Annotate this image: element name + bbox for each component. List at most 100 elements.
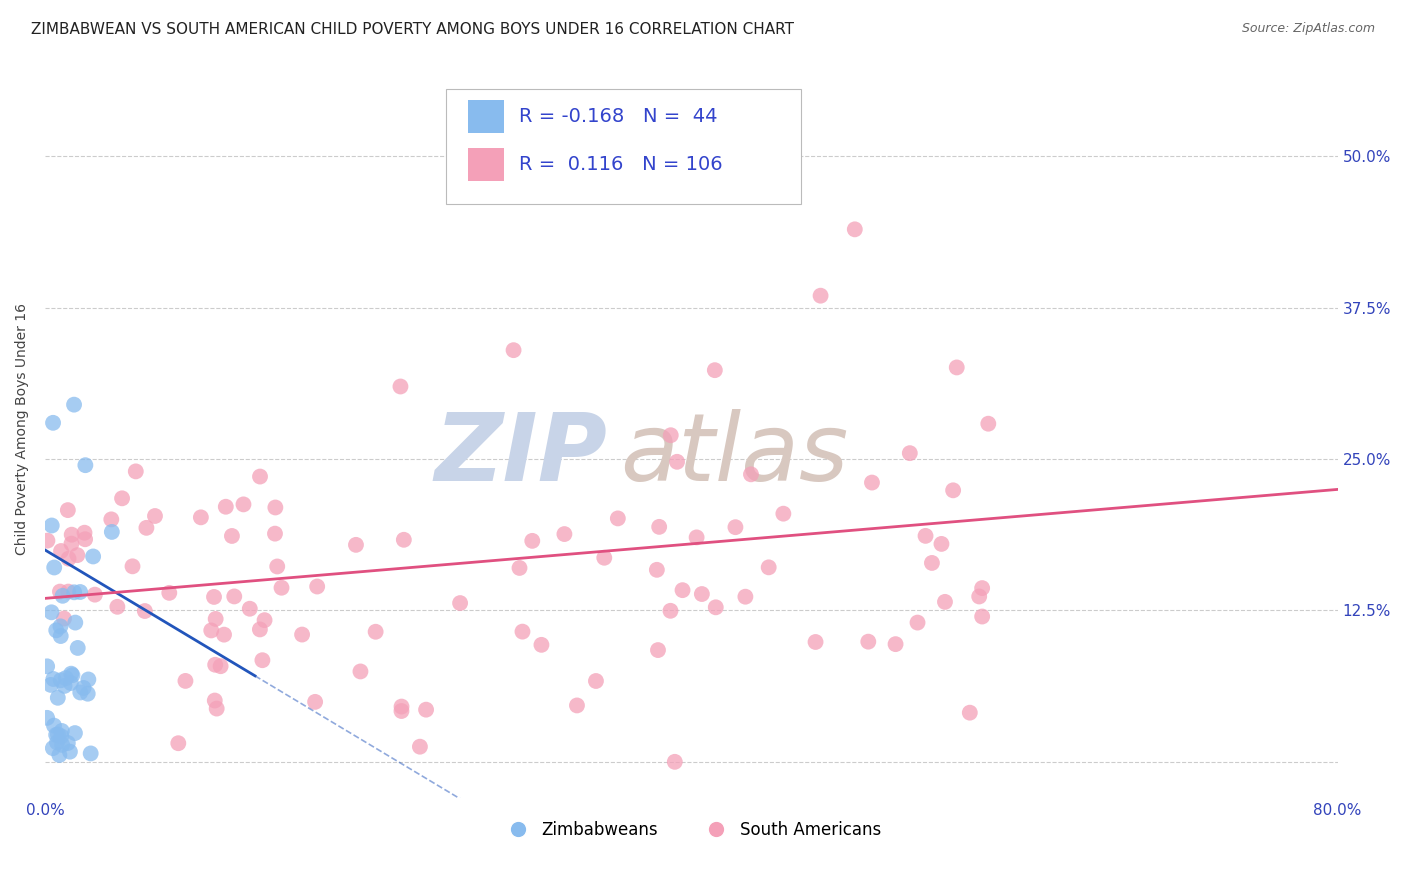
South Americans — [553, 527, 575, 541]
FancyBboxPatch shape — [468, 100, 503, 134]
South Americans — [931, 537, 953, 551]
South Americans — [209, 659, 232, 673]
South Americans — [860, 475, 883, 490]
South Americans — [704, 600, 727, 615]
South Americans — [49, 544, 72, 558]
Zimbabweans — [37, 659, 59, 673]
South Americans — [215, 500, 238, 514]
South Americans — [758, 560, 780, 574]
South Americans — [972, 609, 994, 624]
South Americans — [134, 604, 156, 618]
South Americans — [105, 599, 128, 614]
South Americans — [121, 559, 143, 574]
Zimbabweans — [48, 747, 70, 762]
South Americans — [221, 529, 243, 543]
Zimbabweans — [49, 619, 72, 633]
Zimbabweans — [59, 676, 82, 690]
South Americans — [647, 643, 669, 657]
South Americans — [664, 755, 686, 769]
South Americans — [249, 469, 271, 483]
Zimbabweans — [53, 679, 76, 693]
South Americans — [858, 634, 880, 648]
FancyBboxPatch shape — [446, 89, 801, 203]
Y-axis label: Child Poverty Among Boys Under 16: Child Poverty Among Boys Under 16 — [15, 303, 30, 555]
South Americans — [659, 428, 682, 442]
South Americans — [409, 739, 432, 754]
Zimbabweans — [66, 640, 89, 655]
South Americans — [772, 507, 794, 521]
Zimbabweans — [41, 605, 63, 619]
Zimbabweans — [46, 727, 69, 741]
Zimbabweans — [82, 549, 104, 564]
Zimbabweans — [77, 673, 100, 687]
South Americans — [844, 222, 866, 236]
South Americans — [449, 596, 471, 610]
South Americans — [307, 580, 329, 594]
South Americans — [249, 623, 271, 637]
South Americans — [58, 584, 80, 599]
South Americans — [266, 559, 288, 574]
South Americans — [391, 699, 413, 714]
Zimbabweans — [49, 629, 72, 643]
South Americans — [212, 627, 235, 641]
South Americans — [804, 635, 827, 649]
South Americans — [364, 624, 387, 639]
South Americans — [53, 611, 76, 625]
Zimbabweans — [45, 624, 67, 638]
South Americans — [959, 706, 981, 720]
South Americans — [703, 363, 725, 377]
South Americans — [264, 500, 287, 515]
South Americans — [205, 701, 228, 715]
Zimbabweans — [45, 728, 67, 742]
Zimbabweans — [44, 560, 66, 574]
South Americans — [942, 483, 965, 498]
Zimbabweans — [63, 585, 86, 599]
South Americans — [167, 736, 190, 750]
Zimbabweans — [65, 615, 87, 630]
South Americans — [202, 590, 225, 604]
Zimbabweans — [62, 668, 84, 682]
South Americans — [344, 538, 367, 552]
South Americans — [810, 288, 832, 302]
South Americans — [585, 673, 607, 688]
Zimbabweans — [101, 524, 124, 539]
FancyBboxPatch shape — [468, 148, 503, 181]
South Americans — [666, 455, 689, 469]
South Americans — [972, 581, 994, 595]
Zimbabweans — [46, 690, 69, 705]
Zimbabweans — [39, 678, 62, 692]
Zimbabweans — [42, 718, 65, 732]
Zimbabweans — [80, 747, 103, 761]
South Americans — [174, 673, 197, 688]
South Americans — [645, 563, 668, 577]
South Americans — [724, 520, 747, 534]
Zimbabweans — [51, 723, 73, 738]
South Americans — [270, 581, 292, 595]
South Americans — [945, 360, 967, 375]
Legend: Zimbabweans, South Americans: Zimbabweans, South Americans — [495, 814, 887, 846]
South Americans — [593, 550, 616, 565]
South Americans — [157, 586, 180, 600]
South Americans — [143, 508, 166, 523]
South Americans — [508, 561, 530, 575]
South Americans — [66, 548, 89, 562]
South Americans — [921, 556, 943, 570]
Zimbabweans — [41, 518, 63, 533]
Zimbabweans — [46, 735, 69, 749]
South Americans — [914, 529, 936, 543]
South Americans — [685, 530, 707, 544]
South Americans — [291, 627, 314, 641]
South Americans — [977, 417, 1000, 431]
South Americans — [734, 590, 756, 604]
South Americans — [100, 512, 122, 526]
South Americans — [135, 521, 157, 535]
South Americans — [56, 503, 79, 517]
Zimbabweans — [51, 729, 73, 743]
South Americans — [304, 695, 326, 709]
South Americans — [58, 551, 80, 566]
Zimbabweans — [69, 685, 91, 699]
South Americans — [606, 511, 628, 525]
South Americans — [204, 693, 226, 707]
South Americans — [530, 638, 553, 652]
South Americans — [224, 590, 246, 604]
